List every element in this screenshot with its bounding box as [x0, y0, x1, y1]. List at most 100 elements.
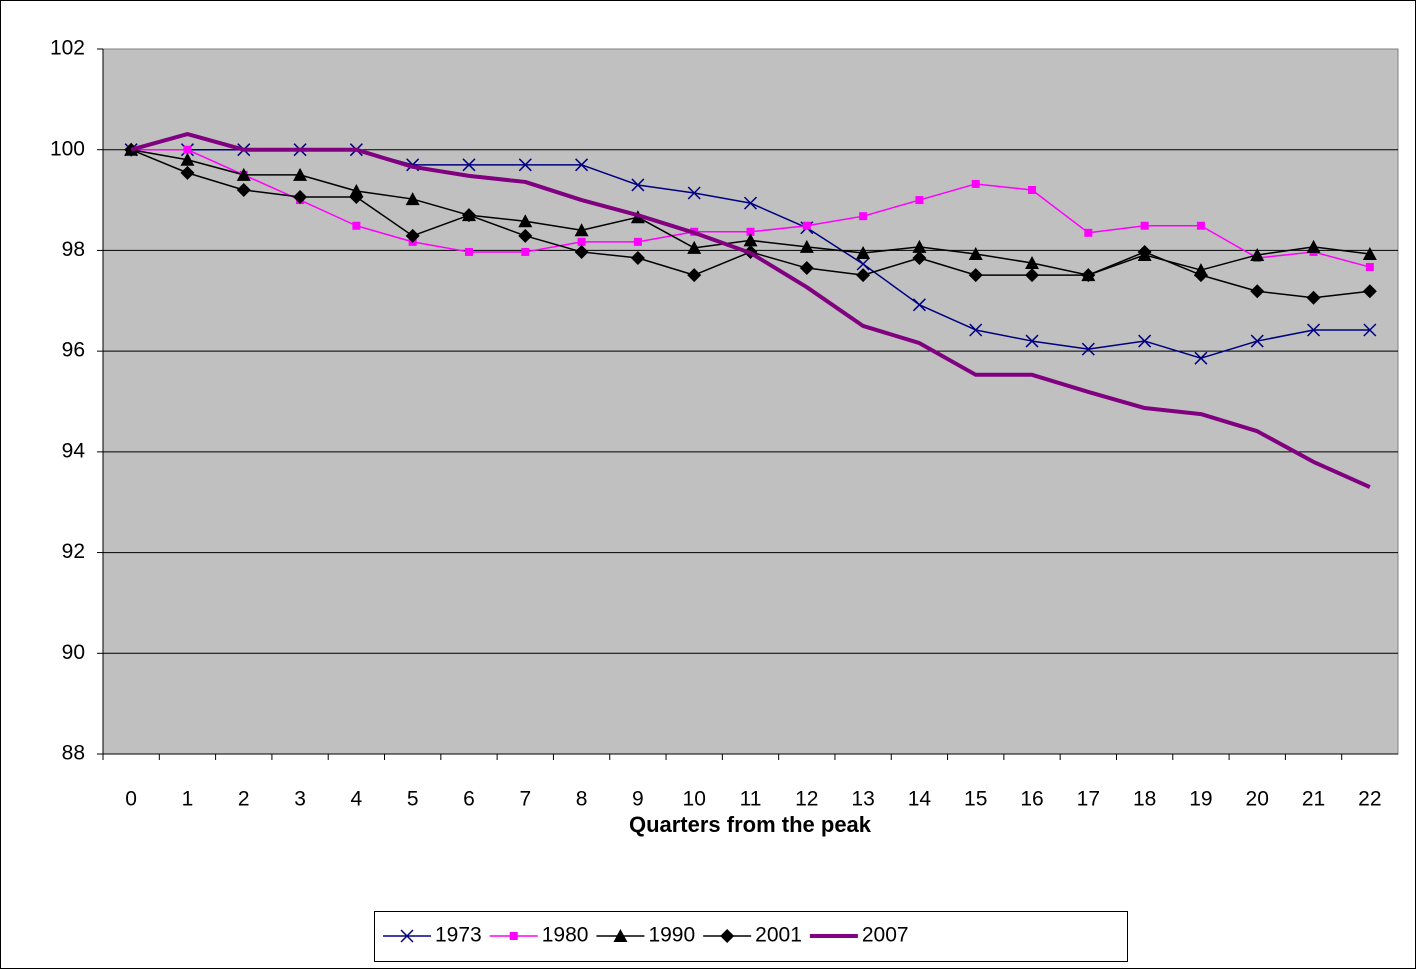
marker [631, 178, 645, 192]
legend-label: 1980 [542, 924, 589, 947]
x-tick-label: 3 [294, 788, 306, 811]
y-tick-label: 88 [62, 742, 85, 765]
x-tick-label: 15 [964, 788, 987, 811]
marker [180, 165, 195, 180]
marker [518, 214, 533, 228]
marker [802, 221, 811, 230]
x-tick-label: 1 [182, 788, 194, 811]
y-tick-label: 94 [62, 439, 86, 462]
x-tick-label: 14 [908, 788, 932, 811]
marker [293, 190, 308, 205]
marker [1028, 186, 1037, 194]
marker [464, 247, 473, 256]
x-tick-label: 7 [519, 788, 531, 811]
marker [183, 145, 192, 154]
marker [518, 158, 532, 172]
marker [1306, 290, 1321, 305]
y-tick-label: 96 [62, 339, 85, 362]
marker [1081, 268, 1096, 283]
x-tick-label: 5 [407, 788, 419, 811]
y-tick-label: 92 [62, 540, 85, 563]
x-tick-label: 10 [683, 788, 706, 811]
marker [1025, 268, 1040, 283]
y-tick-label: 90 [62, 641, 85, 664]
marker [400, 929, 414, 943]
marker [577, 237, 586, 246]
marker [236, 167, 251, 181]
x-tick-label: 17 [1077, 788, 1100, 811]
marker [912, 250, 927, 265]
marker [461, 208, 476, 223]
marker [1137, 244, 1152, 259]
marker [1307, 323, 1321, 337]
legend-label: 1990 [648, 924, 695, 947]
marker [1363, 323, 1377, 337]
marker [575, 158, 589, 172]
x-tick-label: 4 [351, 788, 363, 811]
marker [462, 158, 476, 172]
marker [518, 228, 533, 243]
x-tick-label: 6 [463, 788, 475, 811]
legend-label: 2001 [755, 924, 802, 947]
marker [236, 183, 251, 197]
marker [1196, 221, 1205, 230]
legend-label: 2007 [862, 924, 909, 947]
marker [859, 212, 868, 221]
marker [574, 244, 589, 259]
marker [1084, 228, 1093, 237]
marker [743, 196, 758, 210]
marker [968, 268, 983, 283]
x-tick-label: 13 [851, 788, 874, 811]
marker [1025, 256, 1040, 270]
marker [856, 268, 871, 283]
marker [687, 186, 701, 200]
series-line [130, 132, 1371, 489]
marker [405, 192, 420, 206]
marker [613, 929, 628, 942]
marker [1025, 334, 1039, 348]
marker [969, 323, 983, 337]
marker [720, 929, 735, 943]
marker [971, 179, 980, 188]
marker [293, 167, 308, 181]
x-axis-title: Quarters from the peak [629, 812, 872, 837]
marker [1194, 351, 1208, 365]
marker [509, 932, 518, 940]
marker [1138, 334, 1152, 348]
plot-area [102, 48, 1399, 755]
marker [743, 233, 758, 247]
x-tick-label: 8 [576, 788, 588, 811]
marker [687, 240, 702, 254]
x-tick-label: 11 [740, 788, 762, 811]
marker [968, 246, 983, 260]
marker [405, 228, 420, 243]
marker [574, 223, 589, 237]
marker [915, 196, 924, 205]
x-tick-label: 0 [125, 788, 137, 811]
x-tick-label: 12 [795, 788, 818, 811]
marker [687, 268, 702, 283]
x-tick-label: 2 [238, 788, 250, 811]
marker [633, 237, 642, 246]
marker [1362, 284, 1377, 299]
marker [521, 247, 530, 256]
marker [799, 239, 814, 253]
x-tick-label: 21 [1302, 788, 1325, 811]
x-tick-label: 19 [1189, 788, 1212, 811]
marker [746, 227, 755, 236]
marker [1081, 342, 1095, 356]
y-tick-label: 102 [50, 37, 85, 60]
marker [349, 190, 364, 205]
y-tick-label: 100 [50, 137, 85, 160]
marker [1250, 334, 1264, 348]
marker [1193, 268, 1208, 283]
marker [1250, 247, 1265, 261]
x-tick-label: 16 [1020, 788, 1043, 811]
x-tick-label: 20 [1246, 788, 1269, 811]
legend-label: 1973 [435, 924, 482, 947]
marker [1362, 246, 1377, 260]
y-tick-label: 98 [62, 238, 85, 261]
marker [799, 261, 814, 276]
marker [1250, 284, 1265, 299]
